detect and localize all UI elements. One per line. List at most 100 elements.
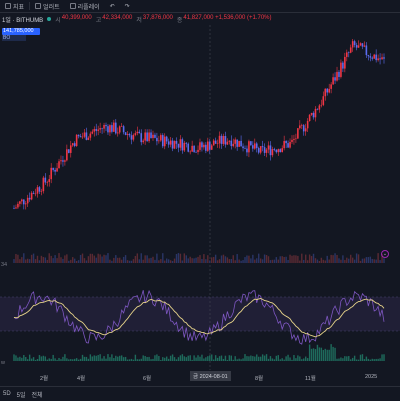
histogram-bar [291,359,293,361]
candle-body [248,141,250,153]
histogram-bar [373,359,375,361]
histogram-bar [122,357,125,361]
histogram-bar [93,355,95,361]
x-tick: 6월 [143,376,152,382]
histogram-bar [175,359,178,361]
volume-bar [271,259,274,263]
histogram-bar [252,356,254,361]
candle-body [232,143,235,147]
candle-body [257,148,260,153]
volume-bar [244,257,246,263]
histogram-bar [351,357,354,361]
histogram-bar [326,349,328,361]
candle-body [320,104,323,106]
volume-bar [165,258,168,263]
histogram-bar [207,356,209,361]
candle-body [293,138,295,140]
candle-body [52,167,54,170]
histogram-bar [101,358,103,361]
histogram-bar [261,354,264,361]
volume-bar [263,254,266,263]
histogram-bar [234,356,236,361]
symbol-title[interactable]: 1일 · BITHUMB [2,17,44,24]
candle-body [148,132,150,142]
volume-bar [46,259,48,263]
main-price-pane[interactable] [0,25,400,265]
volume-bar [177,253,180,263]
oscillator-band [0,297,400,331]
volume-bar [375,259,377,263]
histogram-bar [27,359,29,361]
histogram-bar [34,359,37,361]
histogram-bar [248,356,250,361]
histogram-bar [105,358,107,361]
histogram-bar [89,354,92,361]
volume-bar [122,256,125,263]
candle-body [46,181,49,183]
candle-body [38,187,41,192]
indicators-button[interactable]: 지표 [0,0,29,12]
time-axis[interactable]: 2월 4월 6월 금 2024-08-01 8월 11월 2025 [0,370,400,384]
volume-bar [259,258,262,263]
histogram-bar [152,358,154,361]
candle-body [371,57,374,59]
candle-body [126,133,129,135]
candle-body [369,56,372,58]
volume-bar [107,253,109,263]
histogram-bar [338,358,340,361]
volume-bar [105,255,107,263]
x-tick: 11월 [305,376,316,382]
candle-body [163,136,166,147]
volume-bar [306,260,309,263]
histogram-bar [232,359,234,361]
range-all[interactable]: 전체 [31,392,43,399]
oscillator-pane[interactable] [0,265,400,370]
volume-bar [232,255,234,263]
volume-bar [281,256,283,263]
histogram-bar [209,355,211,361]
volume-bar [252,254,254,263]
candle-body [373,54,376,59]
histogram-bar [146,357,148,361]
histogram-bar [75,358,78,361]
replay-button[interactable]: 리플레이 [65,0,105,12]
replay-icon [69,3,76,9]
volume-bar [287,260,289,263]
histogram-bar [44,356,47,361]
volume-bar [230,259,233,263]
candle-body [156,137,158,142]
candle-body [377,58,379,61]
range-5d[interactable]: 5D [3,391,11,397]
volume-bar [23,253,25,263]
volume-bar [175,254,178,263]
toolbar-divider [29,2,31,10]
redo-button[interactable]: ↷ [120,0,135,12]
scroll-to-realtime-button[interactable]: ⌄ [381,250,389,258]
range-5day[interactable]: 5일 [16,392,26,399]
candle-body [56,168,58,172]
candle-body [299,125,301,129]
candle-body [297,128,299,139]
histogram-bar [144,356,146,361]
candle-body [218,135,221,144]
volume-bar [75,260,78,263]
candle-body [15,207,17,209]
candle-body [275,149,278,153]
undo-button[interactable]: ↶ [105,0,120,12]
volume-bar [142,259,144,263]
histogram-bar [165,356,168,361]
volume-bar [54,255,56,263]
candle-body [289,141,291,148]
candle-body [271,149,274,156]
histogram-bar [355,359,358,361]
alert-button[interactable]: 얼러트 [30,0,65,12]
candle-body [344,56,346,69]
candle-body [21,199,23,202]
candle-body [269,145,272,156]
volume-bar [179,253,182,263]
candle-body [42,177,45,192]
candle-body [193,145,195,153]
histogram-bar [363,359,366,361]
volume-bar [144,255,146,263]
volume-bar [340,259,342,263]
